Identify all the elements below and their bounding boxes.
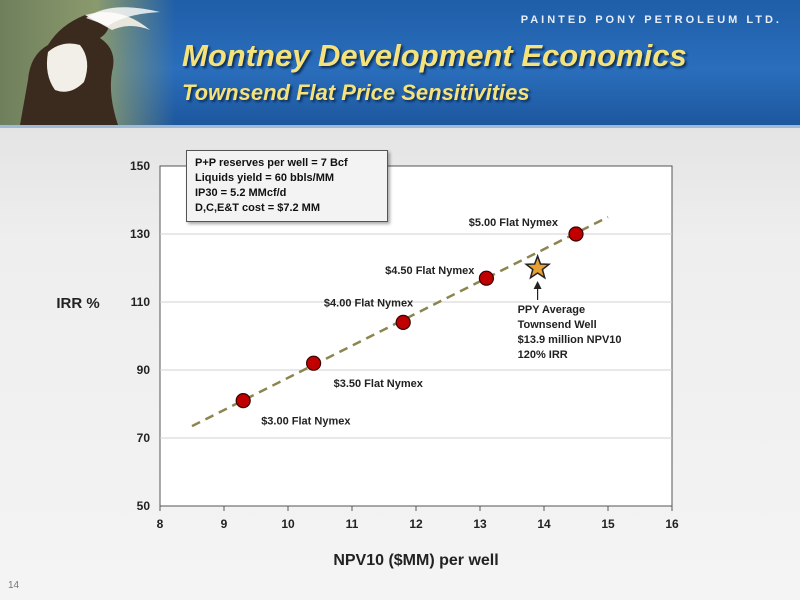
y-tick-label: 90 — [137, 363, 151, 377]
x-tick-label: 13 — [473, 517, 487, 531]
page-subtitle: Townsend Flat Price Sensitivities — [182, 80, 530, 105]
data-point — [568, 226, 584, 242]
y-tick-label: 50 — [137, 499, 151, 513]
annotation-line: PPY Average — [518, 304, 585, 316]
x-axis-label: NPV10 ($MM) per well — [333, 552, 498, 569]
horse-logo-image — [0, 0, 175, 125]
annotation-line: 120% IRR — [518, 349, 568, 361]
point-label: $3.00 Flat Nymex — [261, 416, 351, 428]
data-point — [235, 393, 251, 409]
y-tick-label: 70 — [137, 431, 151, 445]
x-tick-label: 10 — [281, 517, 295, 531]
y-axis-label: IRR % — [56, 295, 99, 312]
point-label: $5.00 Flat Nymex — [469, 217, 559, 229]
point-label: $4.50 Flat Nymex — [385, 265, 475, 277]
page-title: Montney Development Economics — [182, 38, 687, 73]
company-name: PAINTED PONY PETROLEUM LTD. — [520, 14, 782, 26]
x-tick-label: 8 — [157, 517, 164, 531]
point-label: $3.50 Flat Nymex — [334, 378, 424, 390]
assumption-line: D,C,E&T cost = $7.2 MM — [195, 202, 321, 214]
star-marker — [524, 253, 552, 280]
y-tick-label: 150 — [130, 159, 150, 173]
x-tick-label: 12 — [409, 517, 423, 531]
y-tick-label: 110 — [131, 295, 151, 309]
plot-area — [159, 165, 673, 507]
x-tick-label: 9 — [221, 517, 228, 531]
header-divider — [0, 125, 800, 128]
data-point — [395, 314, 411, 330]
data-point — [306, 355, 322, 371]
x-tick-label: 11 — [346, 517, 359, 531]
annotation-line: $13.9 million NPV10 — [518, 334, 622, 346]
annotation-arrowhead — [533, 281, 542, 289]
page-number: 14 — [8, 580, 20, 591]
x-tick-label: 16 — [665, 517, 679, 531]
assumption-line: IP30 = 5.2 MMcf/d — [195, 187, 287, 199]
x-tick-label: 15 — [601, 517, 615, 531]
assumption-line: P+P reserves per well = 7 Bcf — [195, 157, 348, 169]
x-tick-label: 14 — [537, 517, 551, 531]
annotation-line: Townsend Well — [518, 319, 597, 331]
assumption-line: Liquids yield = 60 bbls/MM — [195, 172, 335, 184]
data-point — [478, 270, 494, 286]
y-tick-label: 130 — [130, 227, 150, 241]
point-label: $4.00 Flat Nymex — [324, 297, 414, 309]
assumptions-box: P+P reserves per well = 7 Bcf Liquids yi… — [186, 150, 388, 222]
